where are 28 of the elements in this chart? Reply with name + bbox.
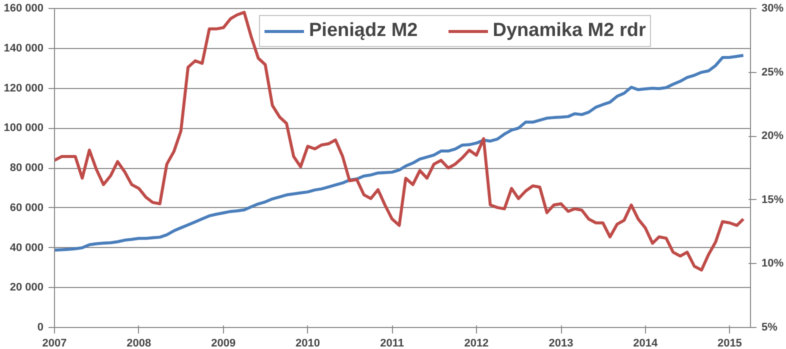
x-tick-label: 2011: [380, 338, 404, 349]
y2-tick-label: 10%: [762, 258, 784, 270]
y-tick-label: 160 000: [4, 2, 44, 14]
x-tick-label: 2015: [717, 338, 742, 349]
x-tick-label: 2012: [464, 338, 489, 349]
y2-tick-label: 5%: [762, 322, 778, 334]
y-tick-label: 120 000: [4, 82, 44, 94]
y2-tick-label: 30%: [762, 2, 784, 14]
y-tick-label: 60 000: [10, 202, 44, 214]
y2-tick-label: 15%: [762, 194, 784, 206]
legend-label: Pieniądz M2: [309, 20, 418, 42]
y2-tick-label: 20%: [762, 130, 784, 142]
y-tick-label: 100 000: [4, 122, 44, 134]
x-tick-label: 2007: [42, 338, 67, 349]
x-tick-label: 2008: [126, 338, 152, 349]
x-tick-label: 2010: [296, 338, 320, 349]
line-series: [54, 54, 745, 252]
line-series: [54, 10, 745, 272]
y-tick-label: 0: [37, 322, 44, 334]
y-tick-label: 140 000: [4, 42, 44, 54]
y-tick-label: 20 000: [10, 282, 44, 294]
y-tick-label: 80 000: [10, 162, 44, 174]
y2-tick-label: 25%: [762, 66, 784, 78]
x-tick-label: 2014: [633, 338, 658, 349]
x-tick-label: 2009: [211, 338, 236, 349]
y-tick-label: 40 000: [10, 242, 44, 254]
x-tick-label: 2013: [548, 338, 574, 349]
legend-label: Dynamika M2 rdr: [492, 20, 646, 42]
